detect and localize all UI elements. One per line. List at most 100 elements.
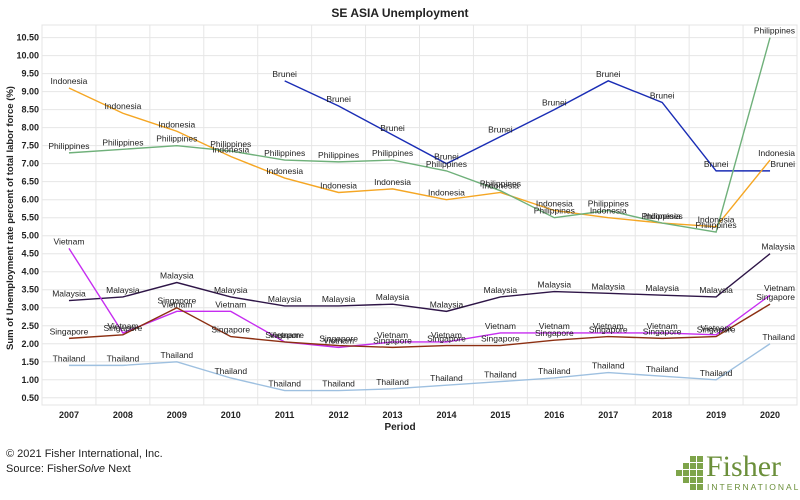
x-tick-label: 2011 xyxy=(275,410,295,420)
data-label-brunei: Brunei xyxy=(542,98,567,108)
data-label-philippines: Philippines xyxy=(102,137,143,147)
x-tick-label: 2016 xyxy=(544,410,564,420)
data-label-indonesia: Indonesia xyxy=(104,101,141,111)
y-tick-label: 6.50 xyxy=(21,177,39,187)
data-label-indonesia: Indonesia xyxy=(51,76,88,86)
data-label-philippines: Philippines xyxy=(534,206,575,216)
data-label-thailand: Thailand xyxy=(161,350,194,360)
data-label-singapore: Singapore xyxy=(373,335,412,345)
data-label-singapore: Singapore xyxy=(643,326,682,336)
data-label-philippines: Philippines xyxy=(642,211,683,221)
data-label-vietnam: Vietnam xyxy=(107,321,138,331)
data-label-malaysia: Malaysia xyxy=(538,280,572,290)
data-label-malaysia: Malaysia xyxy=(699,285,733,295)
data-label-singapore: Singapore xyxy=(427,334,466,344)
y-tick-label: 5.50 xyxy=(21,213,39,223)
y-tick-label: 2.50 xyxy=(21,321,39,331)
y-tick-label: 9.00 xyxy=(21,87,39,97)
source-suffix: Next xyxy=(105,463,131,475)
data-label-philippines: Philippines xyxy=(48,141,89,151)
y-tick-label: 8.00 xyxy=(21,123,39,133)
y-tick-label: 10.00 xyxy=(16,51,39,61)
data-label-thailand: Thailand xyxy=(376,377,409,387)
y-tick-label: 4.50 xyxy=(21,249,39,259)
series-line-thailand xyxy=(68,343,771,392)
x-tick-label: 2015 xyxy=(490,410,510,420)
y-tick-label: 4.00 xyxy=(21,267,39,277)
data-label-thailand: Thailand xyxy=(592,361,625,371)
data-label-philippines: Philippines xyxy=(210,139,251,149)
data-label-malaysia: Malaysia xyxy=(591,281,625,291)
data-label-singapore: Singapore xyxy=(265,330,304,340)
x-tick-label: 2018 xyxy=(652,410,672,420)
data-label-vietnam: Vietnam xyxy=(647,321,678,331)
data-label-singapore: Singapore xyxy=(481,334,520,344)
data-label-thailand: Thailand xyxy=(53,353,86,363)
data-label-thailand: Thailand xyxy=(700,368,733,378)
data-label-thailand: Thailand xyxy=(107,353,140,363)
data-label-singapore: Singapore xyxy=(756,292,795,302)
data-label-vietnam: Vietnam xyxy=(53,236,84,246)
data-label-indonesia: Indonesia xyxy=(482,180,519,190)
data-label-malaysia: Malaysia xyxy=(645,283,679,293)
y-tick-label: 1.50 xyxy=(21,357,39,367)
data-label-singapore: Singapore xyxy=(211,325,250,335)
data-label-brunei: Brunei xyxy=(434,152,459,162)
source-italic: Solve xyxy=(77,463,106,475)
data-label-brunei: Brunei xyxy=(596,69,621,79)
logo-word: Fisher xyxy=(706,450,781,483)
data-label-singapore: Singapore xyxy=(104,323,143,333)
data-label-indonesia: Indonesia xyxy=(536,198,573,208)
data-label-indonesia: Indonesia xyxy=(428,188,465,198)
data-label-malaysia: Malaysia xyxy=(761,242,795,252)
data-label-malaysia: Malaysia xyxy=(160,271,194,281)
data-label-vietnam: Vietnam xyxy=(269,330,300,340)
data-label-singapore: Singapore xyxy=(157,296,196,306)
data-label-philippines: Philippines xyxy=(754,26,795,36)
x-tick-label: 2009 xyxy=(167,410,187,420)
y-axis-label: Sum of Unemployment rate percent of tota… xyxy=(5,86,16,350)
series-line-malaysia xyxy=(68,253,771,313)
data-label-philippines: Philippines xyxy=(696,220,737,230)
data-label-philippines: Philippines xyxy=(588,198,629,208)
y-axis-ticks: 0.50 1.00 1.50 2.00 2.50 3.00 3.50 4.00 4.50 5.00… xyxy=(16,33,39,403)
grid xyxy=(41,24,798,406)
x-tick-label: 2013 xyxy=(383,410,403,420)
data-label-brunei: Brunei xyxy=(326,94,351,104)
data-label-indonesia: Indonesia xyxy=(590,206,627,216)
logo-mark-icon xyxy=(676,456,704,492)
data-label-vietnam: Vietnam xyxy=(539,321,570,331)
source-prefix: Source: Fisher xyxy=(6,463,78,475)
data-label-indonesia: Indonesia xyxy=(698,215,735,225)
data-label-vietnam: Vietnam xyxy=(701,323,732,333)
data-label-singapore: Singapore xyxy=(319,334,358,344)
data-label-brunei: Brunei xyxy=(272,69,297,79)
data-label-singapore: Singapore xyxy=(50,326,89,336)
data-label-indonesia: Indonesia xyxy=(320,180,357,190)
x-tick-label: 2019 xyxy=(706,410,726,420)
data-label-philippines: Philippines xyxy=(264,148,305,158)
series-line-brunei xyxy=(284,80,771,172)
data-label-singapore: Singapore xyxy=(535,328,574,338)
y-tick-label: 8.50 xyxy=(21,105,39,115)
y-tick-label: 0.50 xyxy=(21,393,39,403)
data-label-vietnam: Vietnam xyxy=(764,283,795,293)
data-labels: Brunei Brunei Brunei Brunei Brunei Brunei Brun… xyxy=(48,26,795,389)
data-label-brunei: Brunei xyxy=(770,159,795,169)
data-label-thailand: Thailand xyxy=(268,379,301,389)
data-label-indonesia: Indonesia xyxy=(158,119,195,129)
data-label-malaysia: Malaysia xyxy=(430,299,464,309)
source-text: Source: FisherSolve Next xyxy=(6,463,131,475)
x-tick-label: 2020 xyxy=(760,410,780,420)
data-label-malaysia: Malaysia xyxy=(322,294,356,304)
copyright-text: © 2021 Fisher International, Inc. xyxy=(6,448,163,460)
series-line-singapore xyxy=(68,303,771,349)
data-label-thailand: Thailand xyxy=(430,373,463,383)
y-tick-label: 6.00 xyxy=(21,195,39,205)
data-label-malaysia: Malaysia xyxy=(52,289,86,299)
data-label-vietnam: Vietnam xyxy=(161,299,192,309)
series-line-indonesia xyxy=(68,87,771,228)
data-label-brunei: Brunei xyxy=(704,159,729,169)
data-label-malaysia: Malaysia xyxy=(268,294,302,304)
